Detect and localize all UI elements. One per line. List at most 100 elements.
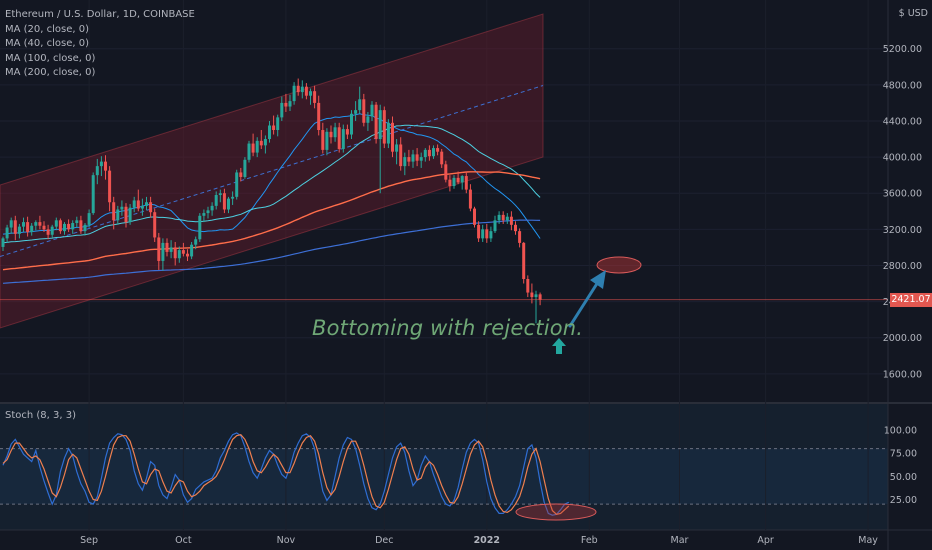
candle-body[interactable]: [116, 209, 120, 221]
target-ellipse[interactable]: [596, 256, 642, 274]
candle-body[interactable]: [128, 207, 132, 223]
candle-body[interactable]: [317, 102, 321, 131]
candle-body[interactable]: [448, 179, 452, 186]
candle-body[interactable]: [190, 244, 194, 257]
candle-body[interactable]: [214, 195, 218, 206]
candle-body[interactable]: [345, 129, 349, 135]
candle-body[interactable]: [194, 239, 198, 245]
candle-body[interactable]: [378, 110, 382, 140]
candle-body[interactable]: [263, 139, 267, 146]
candle-body[interactable]: [202, 213, 206, 216]
candle-body[interactable]: [473, 208, 476, 225]
candle-body[interactable]: [50, 226, 54, 235]
candle-body[interactable]: [30, 225, 34, 233]
candle-body[interactable]: [497, 214, 501, 221]
candle-body[interactable]: [386, 122, 390, 144]
candle-body[interactable]: [518, 231, 522, 243]
candle-body[interactable]: [210, 205, 214, 211]
candle-body[interactable]: [120, 206, 124, 210]
candle-body[interactable]: [243, 159, 247, 177]
candle-body[interactable]: [296, 85, 300, 93]
candle-body[interactable]: [239, 172, 243, 177]
candle-body[interactable]: [485, 229, 489, 239]
candle-body[interactable]: [268, 125, 271, 140]
candle-body[interactable]: [95, 166, 99, 176]
drawings[interactable]: [0, 256, 888, 354]
candle-body[interactable]: [374, 104, 378, 140]
candle-body[interactable]: [325, 131, 329, 150]
candle-body[interactable]: [79, 220, 83, 232]
candle-body[interactable]: [452, 177, 456, 186]
candle-body[interactable]: [34, 222, 38, 226]
candle-body[interactable]: [91, 175, 95, 214]
candle-body[interactable]: [206, 210, 210, 214]
candle-body[interactable]: [75, 220, 79, 224]
candle-body[interactable]: [456, 177, 460, 183]
candle-body[interactable]: [276, 117, 280, 131]
candle-body[interactable]: [395, 144, 399, 152]
trend-channel[interactable]: [0, 13, 544, 329]
candle-body[interactable]: [186, 253, 189, 257]
candle-body[interactable]: [358, 99, 362, 111]
target-arrow-shaft[interactable]: [568, 280, 600, 328]
candle-body[interactable]: [1, 238, 5, 247]
candle-body[interactable]: [423, 149, 427, 158]
candle-body[interactable]: [13, 220, 17, 234]
candle-body[interactable]: [54, 220, 58, 227]
candle-body[interactable]: [292, 85, 296, 102]
candle-body[interactable]: [280, 102, 284, 118]
candle-body[interactable]: [218, 193, 222, 196]
candle-body[interactable]: [505, 216, 509, 221]
candle-body[interactable]: [284, 102, 288, 107]
candle-body[interactable]: [26, 222, 30, 233]
candle-body[interactable]: [304, 86, 308, 96]
candle-body[interactable]: [108, 170, 112, 203]
candle-body[interactable]: [427, 149, 431, 157]
candle-body[interactable]: [362, 99, 366, 123]
candle-body[interactable]: [337, 127, 341, 149]
candle-body[interactable]: [382, 110, 386, 144]
candle-body[interactable]: [526, 279, 530, 293]
candle-body[interactable]: [477, 224, 481, 239]
channel-fill[interactable]: [0, 13, 544, 329]
candle-body[interactable]: [136, 200, 140, 209]
candle-body[interactable]: [440, 151, 444, 165]
candle-body[interactable]: [251, 143, 255, 153]
candle-body[interactable]: [42, 225, 46, 230]
candle-body[interactable]: [481, 229, 485, 239]
candle-body[interactable]: [444, 164, 448, 180]
stoch-ellipse[interactable]: [515, 503, 597, 521]
candle-body[interactable]: [235, 172, 239, 197]
candle-body[interactable]: [157, 237, 161, 261]
candle-body[interactable]: [149, 202, 153, 213]
candle-body[interactable]: [222, 193, 226, 210]
candle-body[interactable]: [432, 148, 435, 157]
candle-body[interactable]: [288, 101, 292, 107]
candle-body[interactable]: [227, 198, 230, 210]
candle-body[interactable]: [169, 247, 173, 252]
candle-body[interactable]: [83, 224, 87, 232]
candle-body[interactable]: [321, 130, 325, 150]
candle-body[interactable]: [71, 223, 75, 230]
candle-body[interactable]: [419, 157, 423, 161]
candle-body[interactable]: [329, 131, 333, 138]
candle-body[interactable]: [259, 140, 263, 146]
candle-body[interactable]: [46, 229, 50, 235]
annotation-text[interactable]: Bottoming with rejection.: [312, 316, 584, 340]
candle-body[interactable]: [132, 200, 136, 208]
candle-body[interactable]: [436, 148, 440, 152]
stoch-pane[interactable]: [0, 432, 888, 521]
candle-body[interactable]: [22, 222, 25, 227]
candle-body[interactable]: [161, 242, 165, 261]
candle-body[interactable]: [247, 143, 251, 160]
candle-body[interactable]: [153, 212, 157, 238]
candle-body[interactable]: [468, 189, 472, 209]
candle-body[interactable]: [177, 250, 181, 259]
candle-body[interactable]: [309, 91, 312, 96]
candle-body[interactable]: [231, 196, 235, 199]
candle-body[interactable]: [104, 161, 107, 171]
candle-body[interactable]: [255, 140, 259, 153]
candle-body[interactable]: [140, 205, 144, 209]
candle-body[interactable]: [522, 242, 526, 280]
